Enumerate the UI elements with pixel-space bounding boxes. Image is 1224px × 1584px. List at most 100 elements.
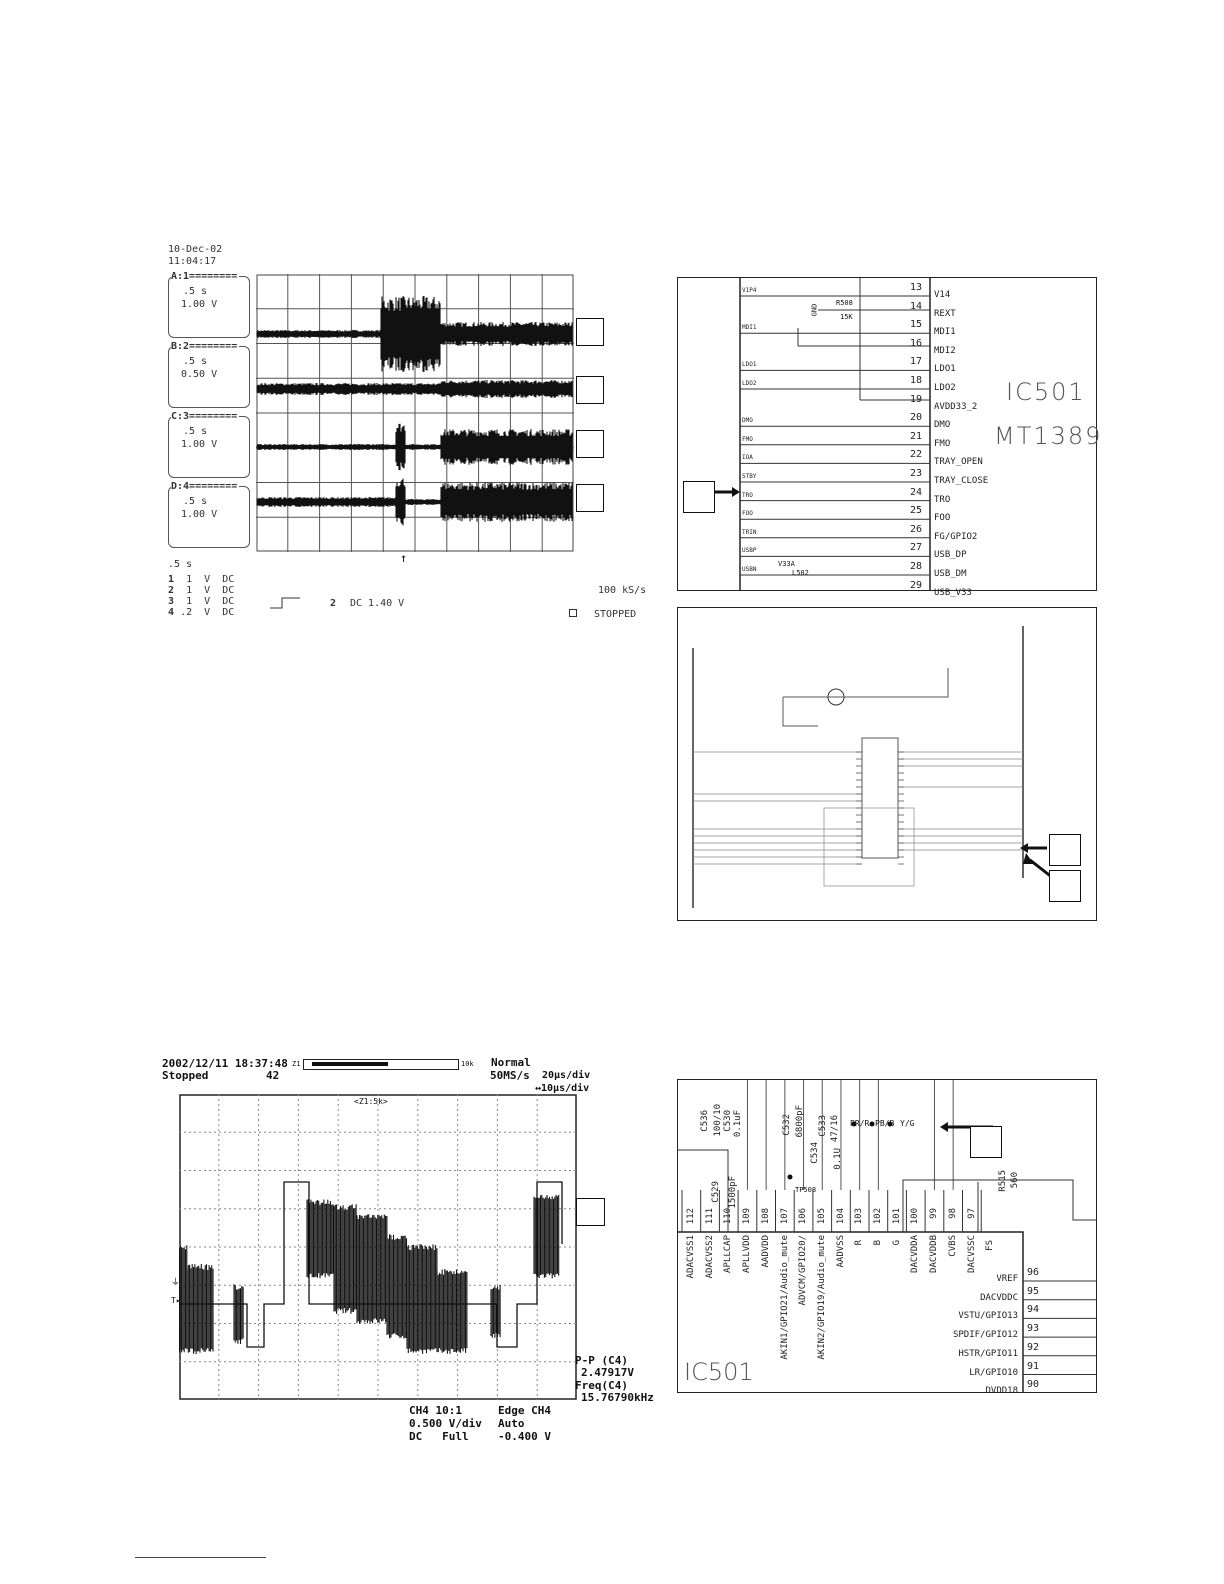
pin-number: 21	[910, 430, 923, 442]
schematic-wiring	[678, 1080, 1096, 1392]
pin-number: 94	[1027, 1304, 1040, 1316]
acquisition-status: STOPPED	[594, 609, 637, 620]
pin-name: DVDD18	[985, 1386, 1018, 1397]
schematic-ic501-pins-13-29: 13 V14 V1P4 14 REXT 15 MDI1 MDI1 16 MDI2 17 LDO1 LDO…	[677, 277, 1100, 598]
pin-number: 15	[910, 319, 923, 331]
pin-name: TRAY_CLOSE	[934, 476, 989, 486]
pin-number: 104	[835, 1208, 846, 1225]
pin-number: 95	[1027, 1285, 1040, 1297]
pin-name: VSTU/GPIO13	[958, 1311, 1018, 1322]
waveform-burst	[490, 1285, 501, 1338]
schematic-ic501-video-dac: 112 ADACVSS1 111 ADACVSS2 110 APLLCAP 109 APLLV…	[677, 1079, 1097, 1397]
ch-num: 2	[168, 585, 175, 596]
pin-number: 111	[704, 1208, 715, 1225]
channel-volts: 0.50 V	[181, 369, 218, 380]
net-label: TRIN	[742, 528, 757, 536]
scope1-graticule	[256, 274, 574, 552]
chip-edge	[678, 1231, 1024, 1392]
pin-number: 98	[947, 1208, 958, 1219]
waveform-trace	[256, 423, 573, 471]
measure-freq-value: 15.76790kHz	[581, 1391, 654, 1404]
driver-ic-body	[861, 737, 899, 859]
pin-number: 112	[686, 1208, 696, 1225]
pin-number: 26	[910, 523, 923, 535]
pin-name: AKIN2/GPIO19/Audio_mute	[816, 1235, 827, 1360]
pin-number: 109	[742, 1208, 753, 1225]
pin-number: 91	[1027, 1360, 1040, 1372]
pin-name: ADACVSS2	[704, 1235, 715, 1279]
waveform-burst	[306, 1199, 334, 1279]
pin-name: MDI1	[934, 327, 956, 338]
pin-name: APLLVDD	[742, 1235, 753, 1273]
pin-number: 29	[910, 579, 923, 591]
pin-name: USB_DM	[934, 569, 967, 579]
gnd-label: GND	[810, 303, 819, 317]
pin-name: AVDD33_2	[934, 401, 978, 412]
component-ref: C533	[818, 1115, 828, 1137]
chip-name: IC501	[1006, 378, 1086, 406]
waveform-burst	[406, 1244, 438, 1354]
pin-number: 14	[910, 300, 923, 312]
pin-number: 93	[1027, 1323, 1040, 1335]
net-label: PB/B	[875, 1119, 895, 1128]
pin-number: 19	[910, 393, 923, 405]
wire	[678, 1149, 729, 1232]
junction-dot	[787, 1174, 793, 1180]
component-value: 0.1U	[833, 1148, 843, 1170]
callout-box	[1049, 870, 1081, 902]
pin-number: 99	[929, 1208, 940, 1219]
pin-name: LR/GPIO10	[969, 1367, 1018, 1378]
pin-name: B	[873, 1240, 883, 1246]
scope2-timebase: 20µs/div	[542, 1070, 591, 1081]
wire	[823, 807, 915, 887]
pin-name: G	[891, 1240, 902, 1246]
ch-coupling: DC	[222, 574, 235, 585]
pin-number: 18	[910, 375, 923, 386]
record-position-fill	[312, 1062, 388, 1066]
junction-dot	[887, 1121, 893, 1127]
waveform-burst	[356, 1214, 388, 1324]
pin-number: 96	[1027, 1267, 1040, 1278]
pin-number: 107	[779, 1208, 790, 1225]
pin-name: USB_DP	[934, 550, 967, 561]
ch-scale: 1	[186, 596, 193, 607]
pin-number: 106	[798, 1208, 809, 1225]
ch-unit: V	[204, 585, 211, 596]
component-value: 0.1uF	[733, 1110, 743, 1138]
ch-num: 3	[168, 596, 175, 607]
pin-name: ADVCM/GPIO20/	[798, 1235, 809, 1306]
supply-label: V33A	[778, 560, 795, 568]
waveform-trace	[256, 478, 573, 526]
scope1-timebase: .5 s	[168, 559, 193, 570]
callout-box	[576, 376, 604, 404]
pin-number: 90	[1027, 1379, 1040, 1391]
pin-name: DACVDDB	[929, 1235, 940, 1273]
scope2-datetime: 2002/12/11 18:37:48	[162, 1057, 288, 1070]
pin-name: DMO	[934, 420, 951, 431]
pin-number: 28	[910, 561, 923, 572]
schematic-wiring	[692, 626, 1054, 908]
trigger-source: Edge CH4	[498, 1404, 551, 1417]
arrow-head-icon	[732, 487, 740, 497]
test-point: TP508	[795, 1186, 817, 1194]
pin-name: V14	[934, 290, 951, 300]
pin-name: AADVSS	[835, 1235, 846, 1268]
pin-name: LDO2	[934, 383, 956, 393]
pin-name: FOO	[934, 513, 951, 524]
net-label: FOO	[742, 510, 753, 518]
trigger-level: DC 1.40 V	[350, 598, 405, 609]
arrow-head-icon	[940, 1122, 948, 1132]
schematic-wiring	[714, 278, 931, 590]
scope2-sample-rate: 50MS/s	[490, 1069, 530, 1082]
junction-dot	[869, 1121, 875, 1127]
component-ref: R515	[998, 1170, 1008, 1192]
waveform-burst	[386, 1234, 408, 1339]
pin-number: 103	[854, 1208, 865, 1225]
ch-unit: V	[204, 574, 211, 585]
ch-scale: 1	[186, 585, 193, 596]
schematic-driver-ic	[677, 607, 1097, 921]
pin-number: 27	[910, 542, 923, 554]
ch-scale: .2	[180, 607, 193, 618]
waveform-burst	[436, 1269, 468, 1354]
component-ref: C536	[700, 1110, 710, 1132]
